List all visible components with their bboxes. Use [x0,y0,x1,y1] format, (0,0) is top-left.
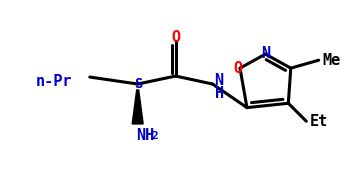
Text: 2: 2 [152,131,158,141]
Text: Et: Et [309,114,327,129]
Text: O: O [171,30,180,45]
Text: N: N [215,73,224,88]
Text: n-Pr: n-Pr [35,74,72,88]
Text: S: S [135,77,143,91]
Text: O: O [234,61,243,76]
Polygon shape [132,90,143,124]
Text: N: N [261,46,270,61]
Text: NH: NH [136,128,154,143]
Text: Me: Me [323,53,341,68]
Text: H: H [215,85,224,101]
